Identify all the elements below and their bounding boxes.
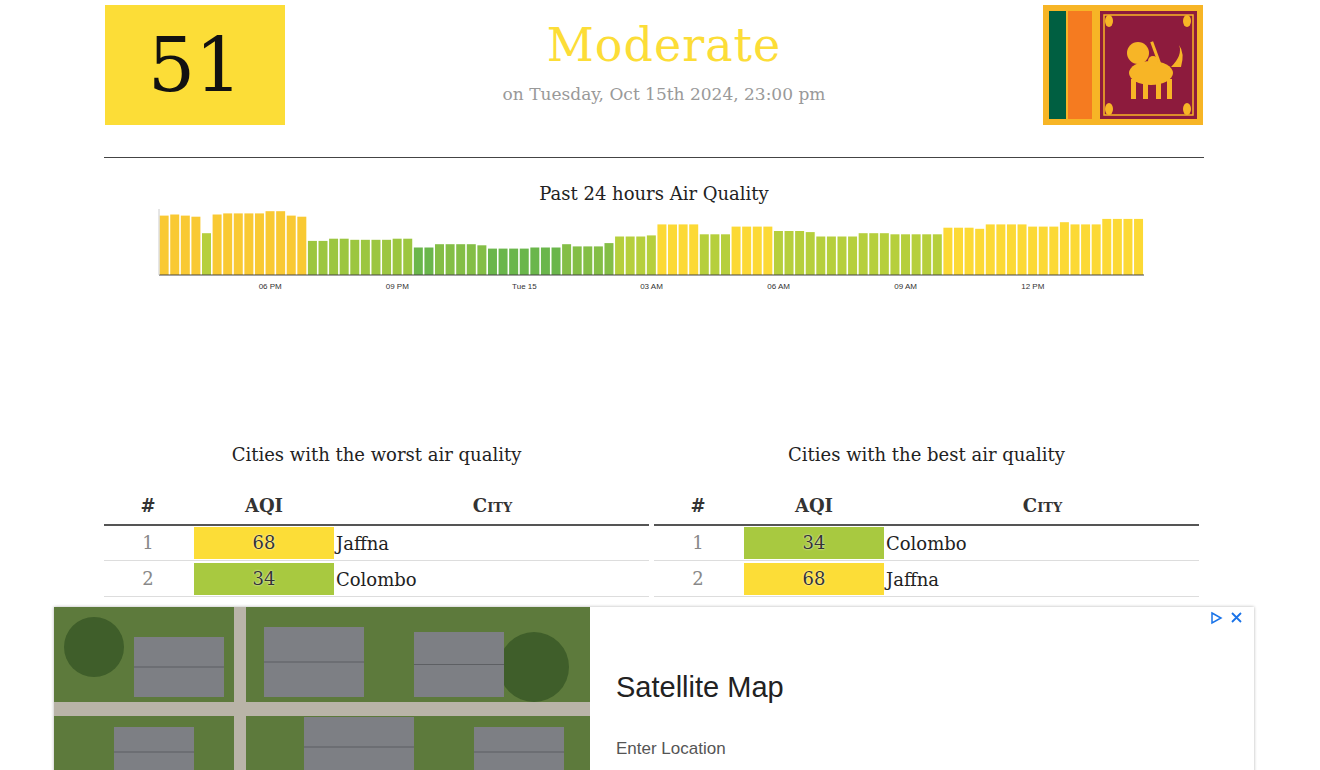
- svg-text:03 AM: 03 AM: [640, 282, 663, 291]
- svg-text:06 AM: 06 AM: [767, 282, 790, 291]
- html-text:51: 51: [147, 22, 243, 108]
- html-text:2: 2: [692, 568, 704, 589]
- html-text:Satellite Map: Satellite Map: [616, 671, 784, 703]
- html-text:1: 1: [142, 532, 154, 553]
- html-text:Jaffna: Jaffna: [886, 569, 940, 590]
- html-text:Jaffna: Jaffna: [336, 533, 390, 554]
- html-text:AQI: AQI: [245, 495, 283, 516]
- html-text:Enter Location: Enter Location: [616, 739, 726, 758]
- html-text:Colombo: Colombo: [336, 569, 417, 590]
- html-text:Cities with the best air quali: Cities with the best air quality: [788, 444, 1065, 465]
- html-text:Past 24 hours Air Quality: Past 24 hours Air Quality: [539, 183, 769, 204]
- html-text:City: City: [472, 495, 513, 516]
- svg-text:06 PM: 06 PM: [259, 282, 282, 291]
- html-text:68: 68: [252, 532, 276, 553]
- svg-text:Tue 15: Tue 15: [512, 282, 537, 291]
- svg-text:09 AM: 09 AM: [894, 282, 917, 291]
- html-text:68: 68: [802, 568, 826, 589]
- svg-text:09 PM: 09 PM: [386, 282, 409, 291]
- html-text:on Tuesday, Oct 15th 2024, 23:: on Tuesday, Oct 15th 2024, 23:00 pm: [502, 84, 826, 104]
- html-text:Moderate: Moderate: [546, 18, 782, 72]
- html-text:34: 34: [252, 568, 276, 589]
- html-text:City: City: [1022, 495, 1063, 516]
- svg-text:12 PM: 12 PM: [1021, 282, 1044, 291]
- html-text:2: 2: [142, 568, 154, 589]
- html-text:Cities with the worst air qual: Cities with the worst air quality: [231, 444, 522, 465]
- html-text:Colombo: Colombo: [886, 533, 967, 554]
- html-text:1: 1: [692, 532, 704, 553]
- html-text:34: 34: [802, 532, 826, 553]
- html-text:AQI: AQI: [795, 495, 833, 516]
